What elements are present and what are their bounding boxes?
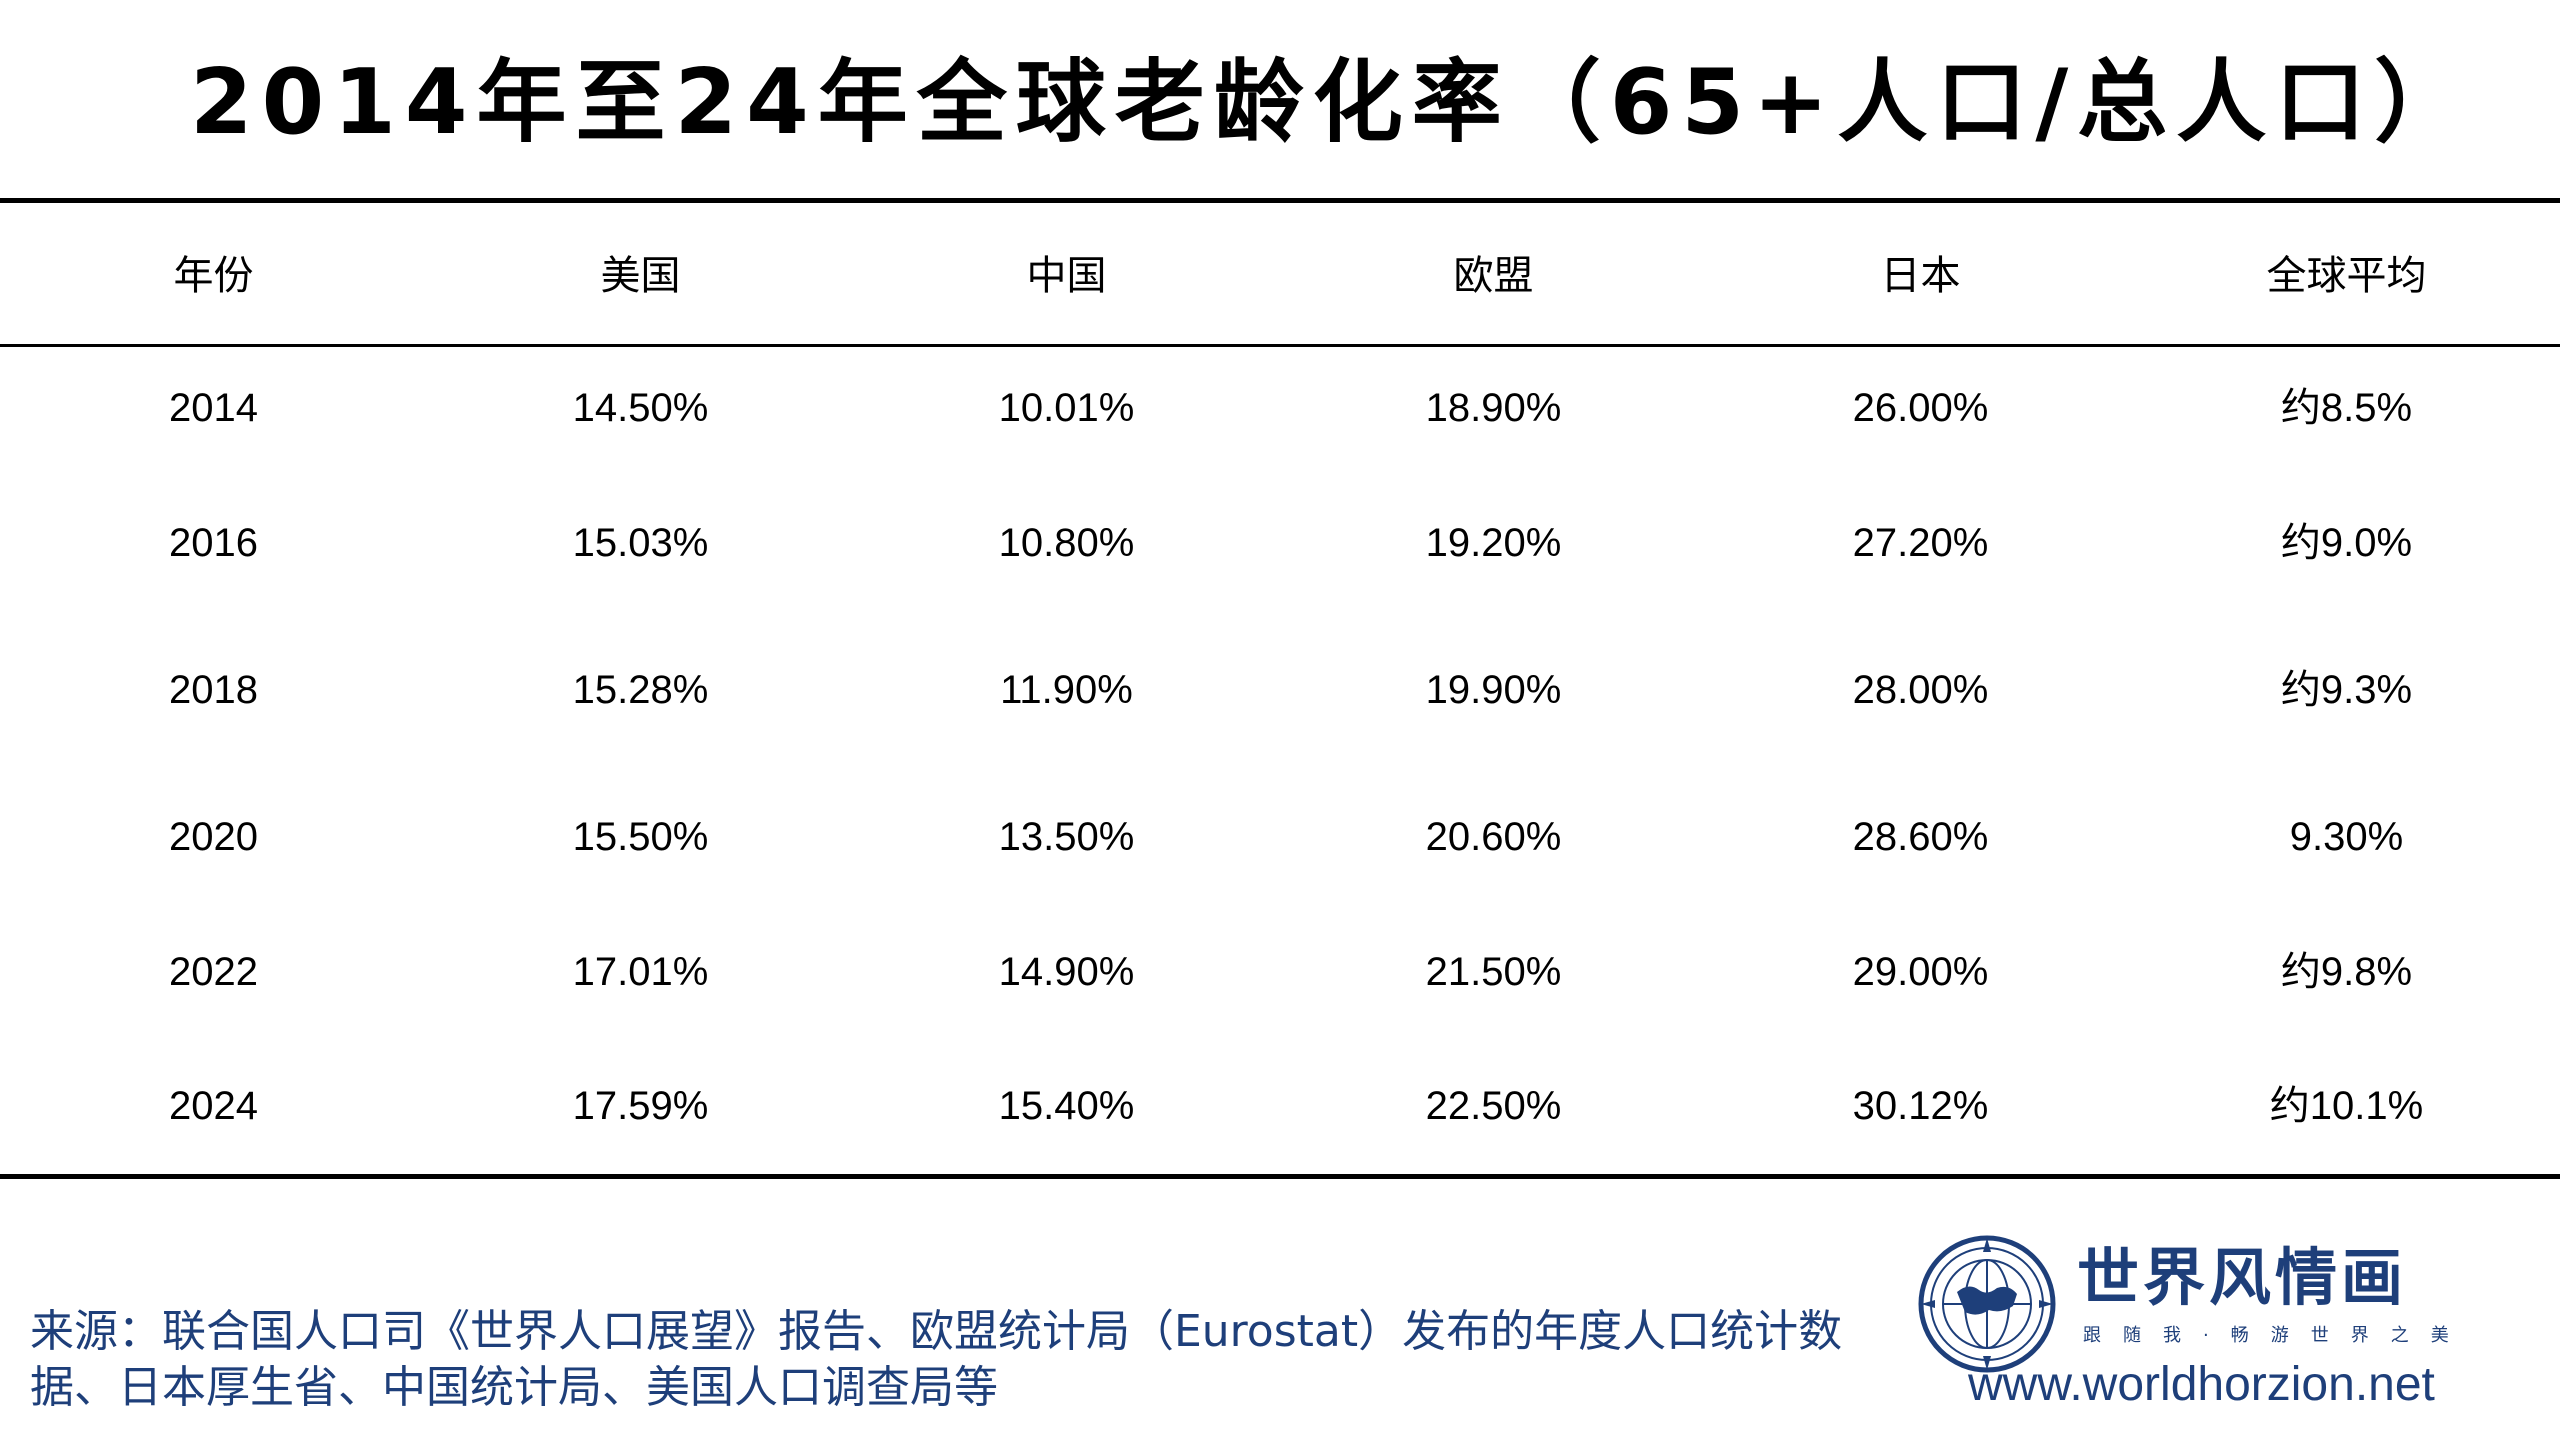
table-top-rule: [0, 198, 2560, 203]
table-cell-global-average: 约9.3%: [2280, 668, 2413, 712]
table-cell-global-average: 9.30%: [2289, 815, 2404, 859]
table-cell-year: 2016: [169, 521, 258, 565]
table-cell-japan: 27.20%: [1852, 521, 1989, 565]
table-cell-japan: 26.00%: [1852, 386, 1989, 430]
table-cell-japan: 28.00%: [1852, 668, 1989, 712]
page-title: 2014年至24年全球老龄化率（65+人口/总人口）: [190, 50, 2474, 155]
table-cell-global-average: 约9.8%: [2280, 950, 2413, 994]
table-bottom-rule: [0, 1174, 2560, 1179]
source-note: 来源：联合国人口司《世界人口展望》报告、欧盟统计局（Eurostat）发布的年度…: [30, 1306, 1843, 1413]
table-cell-usa: 15.28%: [572, 668, 709, 712]
table-cell-global-average: 约10.1%: [2269, 1084, 2424, 1128]
table-cell-china: 10.80%: [998, 521, 1135, 565]
table-cell-global-average: 约8.5%: [2280, 386, 2413, 430]
table-cell-japan: 30.12%: [1852, 1084, 1989, 1128]
globe-compass-icon: [1918, 1235, 2056, 1373]
table-cell-usa: 14.50%: [572, 386, 709, 430]
table-cell-eu: 18.90%: [1425, 386, 1562, 430]
table-cell-china: 15.40%: [998, 1084, 1135, 1128]
table-cell-usa: 15.03%: [572, 521, 709, 565]
table-cell-eu: 19.20%: [1425, 521, 1562, 565]
table-cell-china: 10.01%: [998, 386, 1135, 430]
table-cell-year: 2022: [169, 950, 258, 994]
table-cell-china: 11.90%: [1000, 668, 1133, 712]
table-cell-year: 2018: [169, 668, 258, 712]
table-cell-eu: 21.50%: [1425, 950, 1562, 994]
column-header-year: 年份: [173, 253, 254, 299]
column-header-japan: 日本: [1880, 253, 1961, 299]
aging-rate-table: 年份 美国 中国 欧盟 日本 全球平均 2014 14.50% 10.01% 1…: [169, 253, 2427, 1128]
table-cell-usa: 17.01%: [572, 950, 709, 994]
table-cell-usa: 17.59%: [572, 1084, 709, 1128]
table-header-rule: [0, 344, 2560, 347]
brand-logo: 世界风情画 跟随我·畅游世界之美: [1915, 1232, 2475, 1432]
website-url: www.worldhorzion.net: [1968, 1358, 2435, 1411]
table-cell-japan: 28.60%: [1852, 815, 1989, 859]
brand-slogan: 跟随我·畅游世界之美: [2083, 1325, 2471, 1346]
table-cell-japan: 29.00%: [1852, 950, 1989, 994]
column-header-china: 中国: [1026, 253, 1107, 299]
table-cell-year: 2024: [169, 1084, 258, 1128]
column-header-global-average: 全球平均: [2266, 253, 2427, 299]
table-cell-global-average: 约9.0%: [2280, 521, 2413, 565]
table-cell-year: 2020: [169, 815, 258, 859]
table-cell-eu: 22.50%: [1425, 1084, 1562, 1128]
table-cell-usa: 15.50%: [572, 815, 709, 859]
table-cell-china: 13.50%: [998, 815, 1135, 859]
brand-name: 世界风情画: [2077, 1241, 2408, 1314]
column-header-eu: 欧盟: [1453, 253, 1534, 299]
table-cell-eu: 20.60%: [1425, 815, 1562, 859]
table-cell-year: 2014: [169, 386, 258, 430]
column-header-usa: 美国: [600, 253, 681, 299]
table-cell-eu: 19.90%: [1425, 668, 1562, 712]
table-cell-china: 14.90%: [998, 950, 1135, 994]
